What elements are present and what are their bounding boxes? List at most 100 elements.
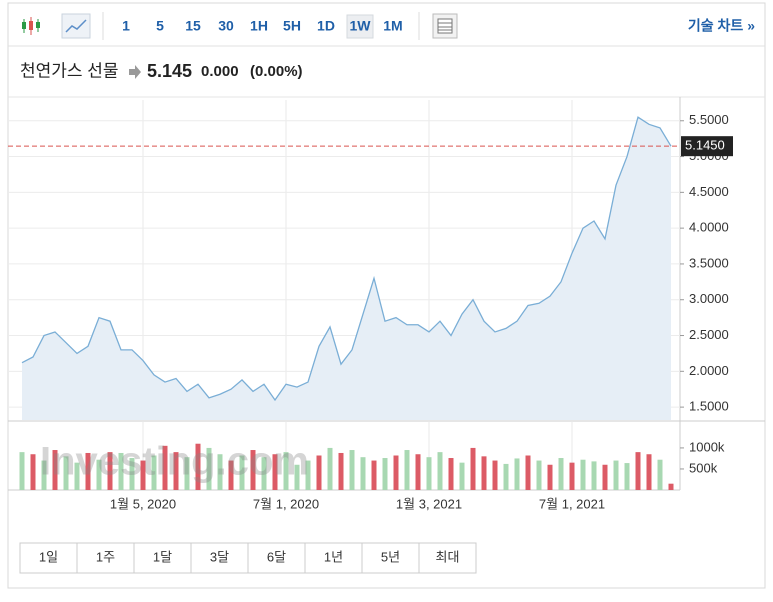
interval-button[interactable]: 1 bbox=[122, 18, 130, 34]
y-tick-label: 1.5000 bbox=[689, 399, 729, 414]
volume-bar bbox=[525, 455, 531, 490]
volume-bar bbox=[19, 452, 25, 490]
volume-bar bbox=[404, 450, 410, 490]
y-tick-label: 3.5000 bbox=[689, 255, 729, 270]
range-button[interactable] bbox=[247, 542, 306, 574]
range-label: 최대 bbox=[436, 549, 460, 564]
interval-button[interactable]: 1M bbox=[383, 18, 402, 34]
range-label: 1년 bbox=[324, 549, 343, 564]
volume-bar bbox=[459, 462, 465, 490]
range-button[interactable] bbox=[304, 542, 363, 574]
interval-button[interactable]: 1W bbox=[350, 18, 372, 34]
interval-button[interactable]: 1H bbox=[250, 18, 268, 34]
volume-bar bbox=[140, 460, 146, 490]
volume-bar bbox=[228, 460, 234, 490]
volume-bar bbox=[162, 445, 168, 490]
volume-bar bbox=[481, 456, 487, 490]
volume-bar bbox=[239, 455, 245, 490]
volume-bar bbox=[492, 460, 498, 490]
range-button[interactable] bbox=[190, 542, 249, 574]
y-tick-label: 4.0000 bbox=[689, 220, 729, 235]
interval-button[interactable]: 5 bbox=[156, 18, 164, 34]
technical-chart-link[interactable]: 기술 차트 » bbox=[688, 18, 755, 34]
unchanged-arrow bbox=[129, 65, 141, 79]
volume-bar bbox=[294, 464, 300, 490]
volume-bar bbox=[536, 460, 542, 490]
x-tick-label: 1월 5, 2020 bbox=[110, 496, 176, 511]
volume-bar bbox=[448, 458, 454, 490]
current-price-label: 5.1450 bbox=[685, 138, 725, 153]
last-price: 5.145 bbox=[147, 61, 192, 81]
current-price-badge bbox=[681, 136, 733, 157]
volume-bar bbox=[261, 457, 267, 490]
x-tick-label: 7월 1, 2021 bbox=[539, 496, 605, 511]
table-icon[interactable] bbox=[432, 13, 458, 39]
volume-bar bbox=[74, 462, 80, 490]
volume-bar bbox=[503, 463, 509, 490]
range-button[interactable] bbox=[418, 542, 477, 574]
volume-bar bbox=[85, 452, 91, 490]
x-tick-label: 7월 1, 2020 bbox=[253, 496, 319, 511]
volume-bar bbox=[382, 458, 388, 490]
volume-bar bbox=[349, 450, 355, 490]
volume-bar bbox=[668, 483, 674, 490]
y-tick-label: 2.5000 bbox=[689, 327, 729, 342]
volume-bar bbox=[371, 460, 377, 490]
volume-bar bbox=[393, 455, 399, 490]
y-tick-label: 5.5000 bbox=[689, 112, 729, 127]
volume-bar bbox=[250, 450, 256, 490]
volume-bar bbox=[52, 450, 58, 490]
volume-bar bbox=[316, 455, 322, 490]
volume-bar bbox=[96, 459, 102, 490]
volume-bar bbox=[547, 464, 553, 490]
active-interval-bg bbox=[346, 14, 374, 39]
volume-bar bbox=[613, 460, 619, 490]
range-button[interactable] bbox=[133, 542, 192, 574]
volume-bar bbox=[118, 452, 124, 490]
range-label: 1일 bbox=[39, 549, 58, 564]
volume-bar bbox=[360, 457, 366, 490]
instrument-name: 천연가스 선물 bbox=[20, 61, 119, 80]
volume-bar bbox=[107, 452, 113, 490]
volume-bar bbox=[195, 443, 201, 490]
range-label: 6달 bbox=[267, 549, 286, 564]
change-percent: (0.00%) bbox=[250, 63, 303, 80]
volume-bar bbox=[470, 447, 476, 490]
volume-bar bbox=[624, 463, 630, 490]
volume-bar bbox=[569, 462, 575, 490]
price-line bbox=[21, 116, 672, 402]
volume-bar bbox=[657, 459, 663, 490]
interval-button[interactable]: 5H bbox=[283, 18, 301, 34]
volume-bar bbox=[646, 454, 652, 490]
line-icon[interactable] bbox=[61, 13, 91, 39]
y-tick-label: 3.0000 bbox=[689, 291, 729, 306]
interval-button[interactable]: 30 bbox=[218, 18, 234, 34]
volume-bar bbox=[151, 455, 157, 490]
volume-bar bbox=[426, 457, 432, 490]
volume-bar bbox=[206, 447, 212, 490]
y-tick-label: 500k bbox=[689, 460, 718, 475]
volume-bar bbox=[129, 458, 135, 490]
volume-bar bbox=[415, 454, 421, 490]
interval-button[interactable]: 15 bbox=[185, 18, 201, 34]
range-label: 1달 bbox=[153, 549, 172, 564]
volume-bar bbox=[30, 454, 36, 490]
volume-bar bbox=[591, 461, 597, 490]
watermark: Investing.com bbox=[40, 440, 309, 484]
range-label: 1주 bbox=[96, 549, 115, 564]
interval-button[interactable]: 1D bbox=[317, 18, 335, 34]
volume-bar bbox=[580, 459, 586, 490]
volume-bar bbox=[514, 458, 520, 490]
volume-bar bbox=[41, 460, 47, 490]
candle-icon[interactable] bbox=[22, 17, 40, 35]
range-button[interactable] bbox=[76, 542, 135, 574]
volume-bar bbox=[338, 452, 344, 490]
range-button[interactable] bbox=[19, 542, 78, 574]
volume-bar bbox=[602, 464, 608, 490]
volume-bar bbox=[173, 452, 179, 490]
volume-bar bbox=[635, 452, 641, 490]
y-tick-label: 1000k bbox=[689, 439, 725, 454]
volume-bar bbox=[184, 457, 190, 490]
volume-bar bbox=[437, 452, 443, 490]
